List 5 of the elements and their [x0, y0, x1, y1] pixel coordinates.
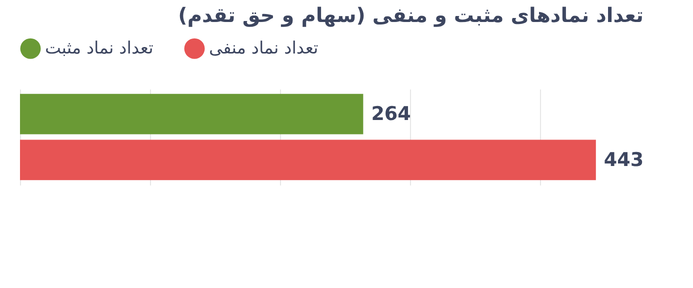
- legend-label: تعداد نماد منفی: [209, 38, 319, 59]
- legend-label: تعداد نماد مثبت: [45, 38, 154, 59]
- data-label: 443: [604, 148, 644, 171]
- chart-title: تعداد نمادهای مثبت و منفی (سهام و حق تقدم): [178, 3, 644, 27]
- data-label: 264: [371, 103, 411, 126]
